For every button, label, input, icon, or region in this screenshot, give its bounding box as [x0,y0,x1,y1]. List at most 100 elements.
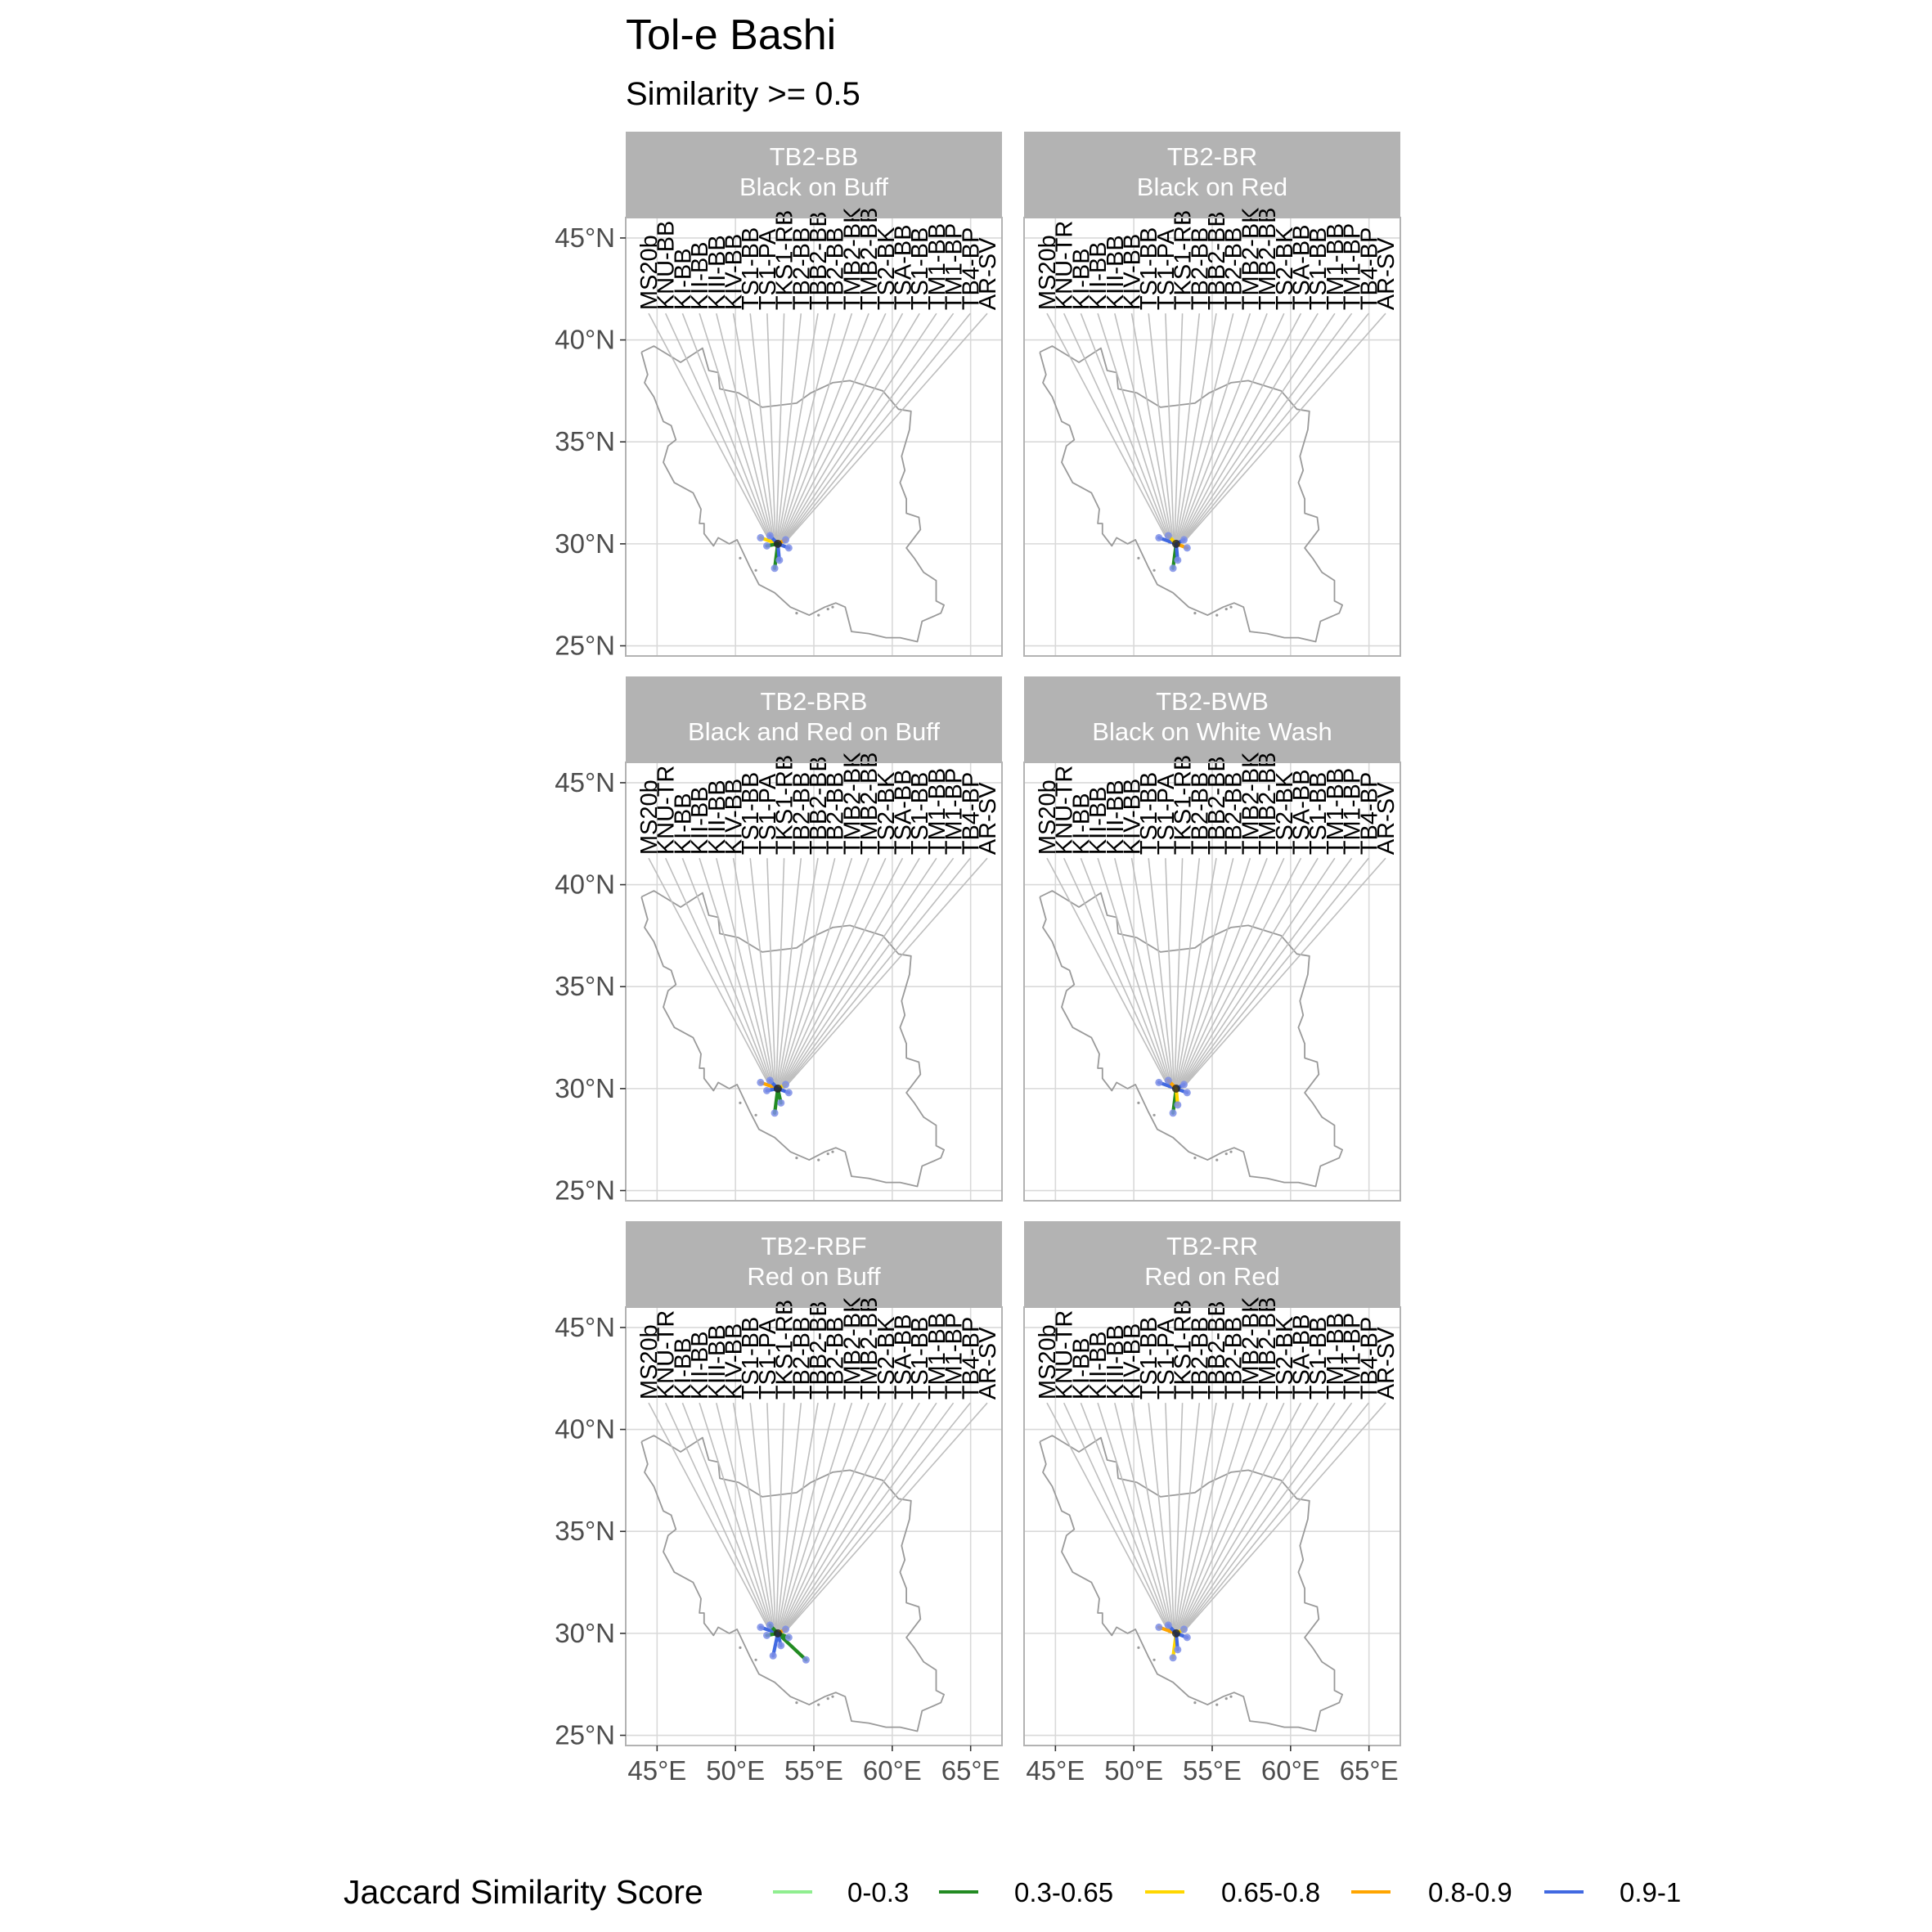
island-dot [831,605,834,609]
label-ray [777,857,836,1090]
iran-outline [640,1435,945,1732]
site-label: TB2-BB [1187,1317,1213,1400]
site-label: AR-SV [975,237,1001,310]
site-point [777,1642,785,1650]
label-ray [716,857,775,1090]
y-tick-label: 30°N [555,528,615,559]
site-point [782,536,789,544]
x-tick-label: 65°E [1340,1755,1399,1786]
legend: Jaccard Similarity Score 0-0.3 0.3-0.65 0.6… [344,1873,1681,1911]
site-point [763,1086,771,1094]
label-ray [716,312,775,545]
label-ray [1114,1402,1173,1634]
strip-code: TB2-BR [1167,142,1257,171]
island-dot [1193,1701,1197,1705]
site-label: TB2-BB [789,772,815,856]
island-dot [1229,605,1233,609]
label-ray [783,312,971,545]
site-label: TKS1-RB [1170,210,1197,310]
label-ray [1175,312,1234,545]
site-label: KI-BB [670,248,696,310]
site-label: TS2-BK [1272,1316,1298,1400]
y-tick-label: 25°N [555,631,615,661]
island-dot [1137,1101,1140,1104]
y-tick-label: 30°N [555,1618,615,1648]
site-label: TM1-BP [1340,223,1366,310]
site-label: KIII-BB [704,235,730,310]
label-ray [783,1402,971,1634]
label-ray [1179,312,1319,545]
island-dot [795,612,798,615]
y-tick-label: 40°N [555,1414,615,1445]
panel-content [640,857,988,1188]
island-dot [1224,608,1228,611]
site-label: TMB2-BB [1255,207,1281,310]
label-ray [1177,1402,1285,1634]
label-ray [1181,857,1386,1090]
label-ray [1165,858,1175,1089]
site-label: TS2-BK [874,227,900,310]
label-ray [732,313,775,545]
island-dot [817,1703,820,1706]
site-label: TB2-BB [1221,227,1247,311]
site-label: TB2-BB [789,1317,815,1400]
site-label: TS1-BB [1136,227,1162,311]
site-label: TB2-BB [823,1317,849,1400]
panel-border [1023,217,1401,657]
site-point [784,1089,793,1097]
x-tick-label: 50°E [1104,1755,1163,1786]
focus-site-point [773,539,782,548]
y-tick-label: 25°N [555,1175,615,1206]
site-label: KIV-BB [1120,1323,1146,1400]
site-point [782,1081,789,1089]
island-dot [795,1157,798,1160]
strip-name: Red on Red [1144,1262,1279,1291]
island-dot [1137,556,1140,559]
focus-site-point [773,1084,782,1093]
panel-content [1039,312,1386,643]
site-label: TB2-BB [823,772,849,856]
label-ray [781,1402,937,1634]
label-ray [775,858,785,1089]
site-point [1183,1089,1191,1097]
label-ray [699,312,774,545]
strip-code: TB2-RR [1166,1232,1258,1260]
label-ray [783,1402,988,1634]
site-label: TM1-BP [941,1313,968,1400]
island-dot [1152,1658,1156,1661]
site-label: TSA-BB [891,224,917,310]
island-dot [739,1646,742,1649]
site-label: TS2-BK [874,771,900,855]
site-label: TM1-BP [1340,1313,1366,1400]
site-label: KNU-TR [1052,766,1078,856]
site-label: KIV-BB [1120,779,1146,856]
island-dot [754,1113,757,1117]
site-label: TM1-BP [941,223,968,310]
site-label: AR-SV [1373,782,1400,855]
island-dot [739,1101,742,1104]
label-ray [775,858,802,1089]
site-label: MS20b [1035,1324,1061,1400]
label-ray [1174,1403,1184,1633]
label-ray [779,1402,869,1634]
label-ray [766,1403,776,1633]
site-point [1164,1621,1172,1629]
label-ray [1165,1403,1175,1633]
label-ray [779,312,887,545]
label-ray [1175,313,1217,545]
label-ray [1176,1402,1251,1634]
site-label: TB2-BB [1187,227,1213,311]
label-ray [1175,1403,1217,1634]
island-dot [795,1701,798,1705]
label-ray [732,1403,775,1634]
iran-outline [1039,890,1343,1188]
legend-label: 0.8-0.9 [1428,1877,1512,1907]
strip-background [1024,132,1400,218]
label-ray [1181,1402,1369,1634]
site-label: TB2-BB [1221,1317,1247,1400]
site-label: KIII-BB [1103,235,1129,310]
label-ray [1080,857,1171,1090]
label-ray [775,1403,802,1633]
